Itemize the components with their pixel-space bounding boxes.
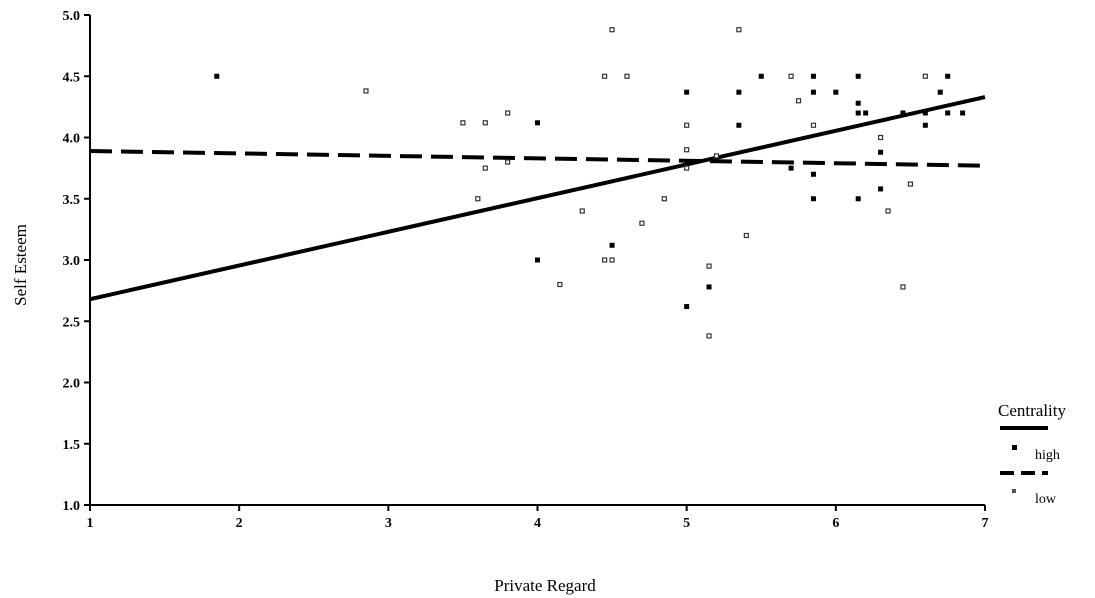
point-low: [707, 264, 711, 268]
point-low: [558, 283, 562, 287]
point-high: [759, 74, 764, 79]
point-high: [833, 90, 838, 95]
fit-line-high: [90, 97, 985, 299]
point-low: [364, 89, 368, 93]
point-low: [603, 258, 607, 262]
point-low: [506, 111, 510, 115]
point-low: [908, 182, 912, 186]
point-low: [789, 74, 793, 78]
point-high: [811, 172, 816, 177]
point-low: [685, 148, 689, 152]
point-low: [886, 209, 890, 213]
point-high: [535, 258, 540, 263]
y-tick-label: 5.0: [63, 9, 81, 24]
point-high: [214, 74, 219, 79]
point-high: [610, 243, 615, 248]
point-high: [856, 111, 861, 116]
point-high: [736, 90, 741, 95]
point-low: [744, 234, 748, 238]
x-ticks: 1 2 3 4 5 6 7: [87, 505, 989, 531]
y-ticks: 1.0 1.5 2.0 2.5 3.0 3.5 4.0 4.5 5.0: [63, 9, 91, 514]
x-tick-label: 1: [87, 516, 94, 531]
y-tick-label: 1.0: [63, 499, 81, 514]
point-low: [506, 160, 510, 164]
point-high: [856, 74, 861, 79]
point-low: [483, 121, 487, 125]
point-high: [789, 166, 794, 171]
x-tick-label: 2: [236, 516, 243, 531]
point-high: [684, 90, 689, 95]
point-high: [863, 111, 868, 116]
point-low: [580, 209, 584, 213]
y-tick-label: 2.0: [63, 377, 81, 392]
point-low: [461, 121, 465, 125]
point-high: [945, 74, 950, 79]
point-low: [662, 197, 666, 201]
point-high: [938, 90, 943, 95]
point-high: [736, 123, 741, 128]
point-high: [856, 101, 861, 106]
y-tick-label: 4.5: [63, 70, 81, 85]
x-tick-label: 3: [385, 516, 392, 531]
point-low: [610, 258, 614, 262]
point-high: [923, 111, 928, 116]
point-high: [811, 74, 816, 79]
x-tick-label: 6: [832, 516, 839, 531]
point-low: [603, 74, 607, 78]
point-low: [610, 28, 614, 32]
point-high: [707, 284, 712, 289]
legend-low-marker: [1012, 489, 1016, 493]
y-tick-label: 2.5: [63, 315, 81, 330]
legend-high-marker: [1012, 445, 1017, 450]
point-high: [878, 186, 883, 191]
point-low: [715, 154, 719, 158]
point-low: [476, 197, 480, 201]
y-tick-label: 1.5: [63, 438, 81, 453]
point-high: [945, 111, 950, 116]
point-high: [811, 196, 816, 201]
x-axis-title: Private Regard: [494, 576, 596, 595]
point-low: [923, 74, 927, 78]
point-low: [879, 136, 883, 140]
point-high: [878, 150, 883, 155]
point-low: [685, 166, 689, 170]
point-high: [684, 304, 689, 309]
point-low: [707, 334, 711, 338]
point-high: [811, 90, 816, 95]
fit-line-low: [90, 151, 985, 166]
point-low: [625, 74, 629, 78]
legend: Centrality high low: [998, 401, 1066, 507]
point-low: [737, 28, 741, 32]
y-tick-label: 3.0: [63, 254, 81, 269]
point-low: [901, 285, 905, 289]
point-low: [640, 221, 644, 225]
y-tick-label: 3.5: [63, 193, 81, 208]
point-low: [483, 166, 487, 170]
fit-lines: [90, 97, 985, 299]
data-points: [214, 28, 965, 338]
point-low: [797, 99, 801, 103]
y-axis-title: Self Esteem: [11, 224, 30, 306]
y-tick-label: 4.0: [63, 132, 81, 147]
point-high: [535, 120, 540, 125]
point-low: [685, 123, 689, 127]
x-tick-label: 4: [534, 516, 541, 531]
legend-title: Centrality: [998, 401, 1066, 420]
x-tick-label: 5: [683, 516, 690, 531]
legend-low-label: low: [1035, 492, 1057, 507]
point-low: [811, 123, 815, 127]
point-high: [960, 111, 965, 116]
legend-high-label: high: [1035, 448, 1060, 463]
x-tick-label: 7: [982, 516, 989, 531]
point-high: [856, 196, 861, 201]
point-high: [923, 123, 928, 128]
point-high: [900, 111, 905, 116]
